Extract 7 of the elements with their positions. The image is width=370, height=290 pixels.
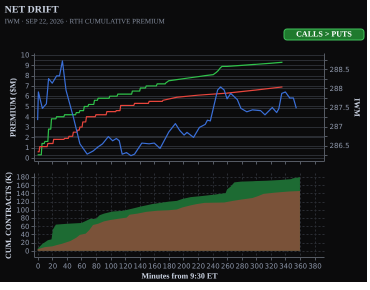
x-axis-title: Minutes from 9:30 ET [141,272,218,280]
y2-axis-title: IWM [352,98,362,118]
y-axis-title: PREMIUM ($M) [8,78,18,137]
y-axis-title: CUM. CONTRACTS (K) [4,172,14,259]
text: CALLS > PUTS [296,30,352,38]
chart-title: NET DRIFT [4,4,59,16]
line-series [37,86,284,152]
